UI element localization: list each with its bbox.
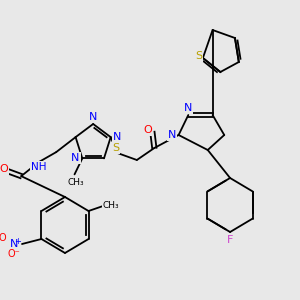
Text: N: N xyxy=(184,103,193,113)
Text: CH₃: CH₃ xyxy=(67,178,84,187)
Text: N: N xyxy=(10,239,18,249)
Text: +: + xyxy=(14,236,21,245)
Text: O: O xyxy=(143,125,152,135)
Text: NH: NH xyxy=(31,162,46,172)
Text: S: S xyxy=(195,51,203,61)
Text: N: N xyxy=(71,153,80,164)
Text: O⁻: O⁻ xyxy=(8,249,21,259)
Text: N: N xyxy=(89,112,97,122)
Text: F: F xyxy=(227,235,233,245)
Text: S: S xyxy=(112,143,119,153)
Text: O: O xyxy=(0,164,8,174)
Text: N: N xyxy=(113,132,122,142)
Text: N: N xyxy=(168,130,176,140)
Text: CH₃: CH₃ xyxy=(103,202,119,211)
Text: O: O xyxy=(0,233,6,243)
